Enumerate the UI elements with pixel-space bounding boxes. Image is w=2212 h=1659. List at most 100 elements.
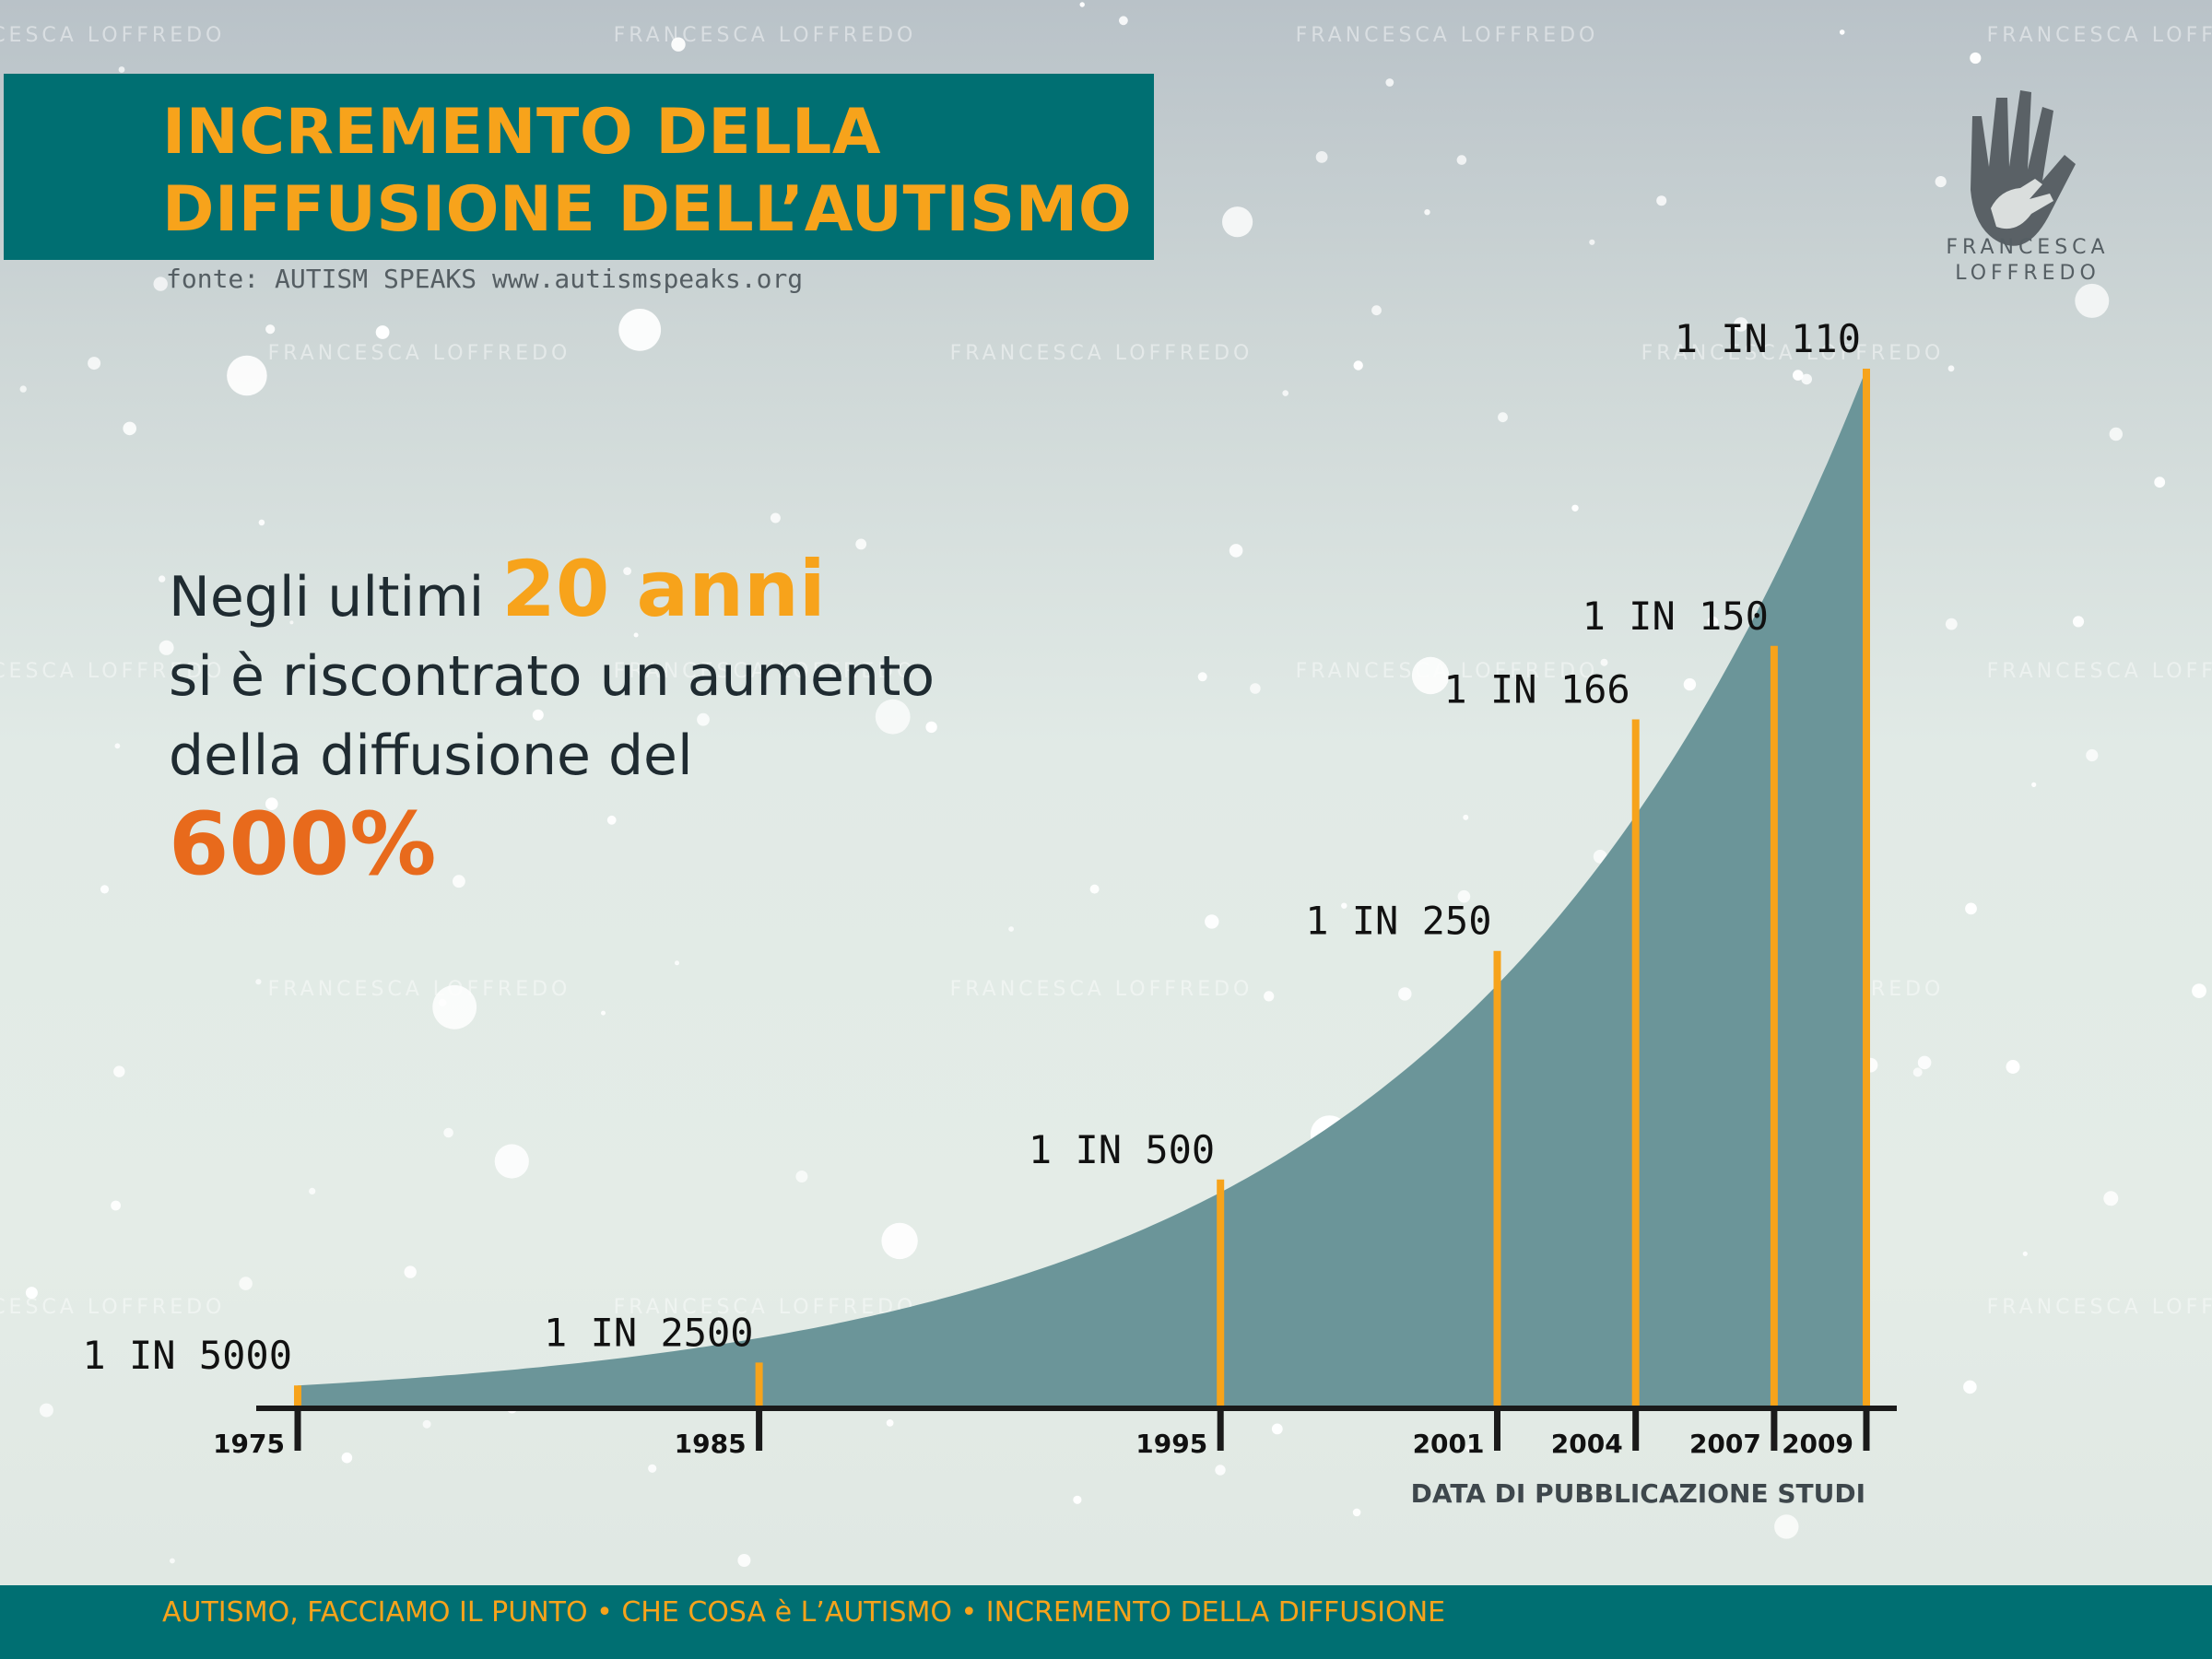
snowflake: [341, 1452, 353, 1464]
snowflake: [875, 699, 911, 735]
snowflake: [1353, 360, 1363, 371]
snowflake: [2103, 1191, 2119, 1206]
snowflake: [1079, 2, 1085, 7]
headline-percent: 600%: [169, 794, 437, 895]
snowflake: [737, 1554, 751, 1567]
snowflake: [375, 325, 390, 339]
snowflake: [453, 875, 465, 888]
snowflake: [618, 309, 662, 351]
watermark-text: FRANCESCA LOFFREDO: [950, 342, 1253, 365]
x-tick-label: 2004: [1551, 1429, 1623, 1459]
data-label: 1 IN 2500: [544, 1310, 754, 1355]
snowflake: [1707, 616, 1719, 628]
snowflake: [1398, 987, 1412, 1001]
snowflake: [19, 385, 27, 393]
snowflake: [1600, 658, 1608, 666]
snowflake: [159, 575, 166, 582]
x-tick-label: 1995: [1135, 1429, 1207, 1459]
snowflake: [1352, 1508, 1361, 1517]
snowflake: [2109, 427, 2123, 441]
snowflake: [258, 519, 265, 526]
watermark-text: FRANCESCA LOFFREDO: [614, 1296, 917, 1319]
snowflake: [1801, 373, 1812, 385]
snowflake: [1683, 677, 1697, 691]
snowflake: [1793, 370, 1804, 381]
snowflake: [2154, 477, 2166, 488]
x-tick-label: 2001: [1413, 1429, 1485, 1459]
x-tick-label: 2009: [1782, 1429, 1853, 1459]
snowflake: [159, 640, 174, 655]
snowflake: [1963, 1380, 1977, 1394]
snowflake: [1970, 52, 1982, 65]
snowflake: [925, 721, 937, 734]
snowflake: [123, 421, 136, 436]
data-label: 1 IN 500: [1029, 1127, 1215, 1172]
snowflake: [1656, 195, 1667, 206]
x-axis-title: DATA DI PUBBLICAZIONE STUDI: [1411, 1478, 1865, 1509]
snowflake: [1912, 1067, 1923, 1077]
headline-block: Negli ultimi 20 anni si è riscontrato un…: [169, 549, 1090, 895]
snowflake: [265, 797, 278, 810]
snowflake: [1197, 672, 1207, 682]
headline-line-2: si è riscontrato un aumento: [169, 644, 935, 709]
x-tick-label: 1975: [213, 1429, 285, 1459]
brand-name-line-1: FRANCESCA: [1946, 236, 2110, 259]
snowflake: [2006, 1060, 2020, 1074]
page-title-line-2: DIFFUSIONE DELL’AUTISMO: [162, 173, 1133, 246]
snowflake: [1571, 504, 1579, 512]
snowflake: [443, 1127, 453, 1138]
snowflake: [1073, 1495, 1082, 1504]
snowflake: [1119, 16, 1128, 26]
snowflake: [2031, 782, 2037, 788]
watermark-text: FRANCESCA LOFFREDO: [1987, 660, 2212, 683]
snowflake: [795, 1171, 808, 1182]
snowflake: [494, 1144, 529, 1179]
snowflake: [100, 885, 110, 894]
page-title-line-1: INCREMENTO DELLA: [162, 96, 882, 169]
watermark-text: FRANCESCA LOFFREDO: [0, 1296, 225, 1319]
snowflake: [309, 1187, 316, 1194]
x-tick-label: 1985: [675, 1429, 747, 1459]
snowflake: [1947, 365, 1955, 372]
snowflake: [633, 632, 639, 638]
watermark-text: FRANCESCA LOFFREDO: [1987, 1296, 2212, 1319]
snowflake: [1250, 683, 1261, 694]
snowflake: [239, 1277, 253, 1290]
snowflake: [39, 1403, 53, 1418]
snowflake: [2022, 1251, 2028, 1256]
snowflake: [227, 355, 267, 396]
headline-line-1: Negli ultimi 20 anni: [169, 549, 1090, 637]
snowflake: [1341, 902, 1347, 909]
snowflake: [1935, 176, 1947, 188]
snowflake: [1271, 1423, 1283, 1435]
snowflake: [1774, 1514, 1799, 1539]
snowflake: [2072, 616, 2085, 628]
snowflake: [1515, 677, 1523, 684]
snowflake: [255, 979, 262, 985]
snowflake: [111, 1200, 121, 1211]
watermark-text: FRANCESCA LOFFREDO: [0, 24, 225, 47]
brand-name-line-2: LOFFREDO: [1955, 262, 2100, 285]
snowflake: [404, 1265, 417, 1278]
series-area: [298, 369, 1866, 1408]
snowflake: [697, 712, 710, 726]
snowflake: [1457, 889, 1471, 903]
footer-breadcrumb: AUTISMO, FACCIAMO IL PUNTO • CHE COSA è …: [162, 1596, 1446, 1629]
snowflake: [114, 743, 121, 749]
watermark-text: FRANCESCA LOFFREDO: [1987, 24, 2212, 47]
snowflake: [1456, 155, 1467, 165]
snowflake: [1465, 1444, 1474, 1453]
snowflake: [1965, 902, 1977, 915]
snowflake: [1424, 209, 1430, 216]
snowflake: [289, 620, 294, 625]
snowflake: [671, 37, 686, 52]
snowflake: [532, 709, 544, 721]
snowflake: [1463, 814, 1469, 820]
snowflake: [1917, 1055, 1932, 1070]
data-label: 1 IN 5000: [82, 1333, 292, 1378]
data-label: 1 IN 166: [1443, 667, 1630, 712]
watermark-text: FRANCESCA LOFFREDO: [268, 978, 571, 1001]
snowflake: [1222, 206, 1253, 238]
snowflake: [113, 1065, 125, 1077]
